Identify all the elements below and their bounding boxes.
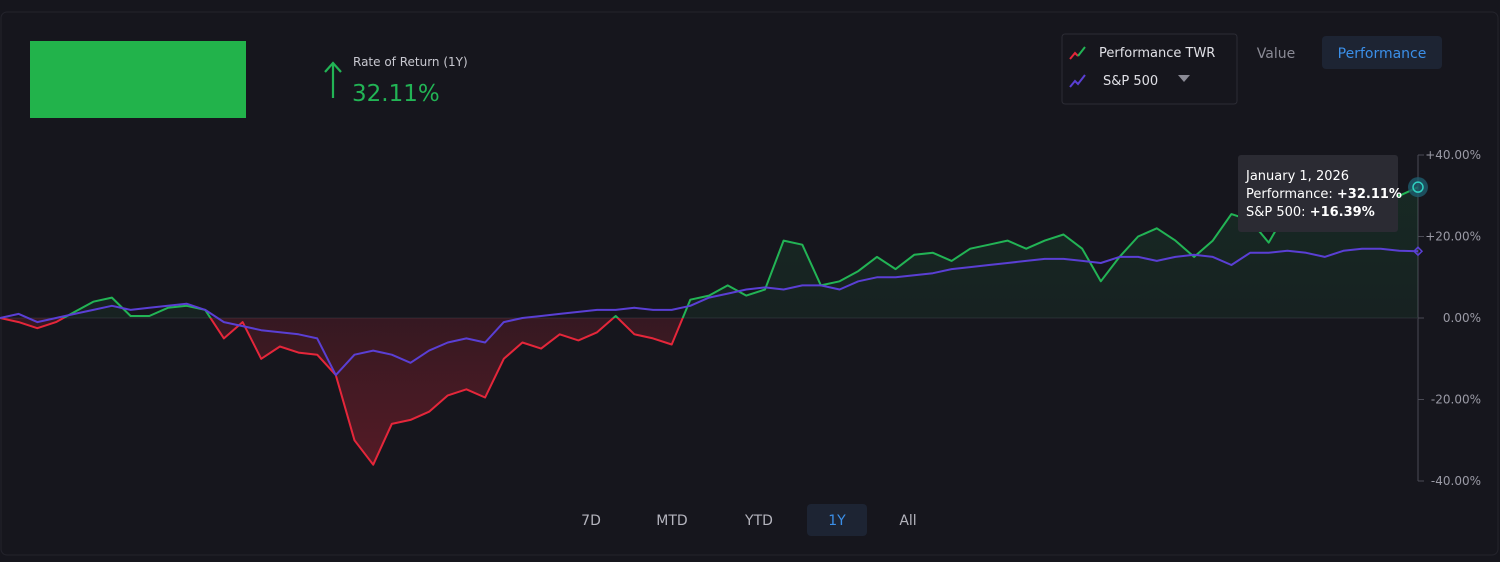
area-positive — [0, 187, 1418, 318]
area-negative — [0, 318, 1418, 465]
series-line — [0, 247, 1419, 377]
legend-icon — [1077, 46, 1086, 57]
end-marker — [1412, 246, 1424, 257]
legend-label[interactable]: Performance TWR — [1099, 46, 1215, 61]
tooltip-row: S&P 500: +16.39% — [1246, 205, 1375, 220]
tooltip-box — [1238, 155, 1398, 232]
range-button[interactable]: MTD — [656, 513, 687, 529]
y-tick-label: +20.00% — [1425, 230, 1481, 244]
y-tick-label: -20.00% — [1431, 393, 1481, 407]
card — [0, 11, 1499, 556]
y-tick-label: +40.00% — [1425, 148, 1481, 162]
legend-icon — [1069, 51, 1079, 60]
view-tab-active-bg — [1322, 36, 1442, 69]
legend-box — [1061, 33, 1238, 105]
up-arrow — [324, 61, 342, 98]
range-button[interactable]: All — [899, 513, 916, 529]
end-marker-halo — [1408, 177, 1428, 198]
redacted-block — [30, 41, 246, 118]
tooltip-value: +16.39% — [1310, 205, 1375, 220]
tooltip-date: January 1, 2026 — [1245, 169, 1349, 184]
tooltip-row: Performance: +32.11% — [1246, 187, 1402, 202]
tooltip-value: +32.11% — [1337, 187, 1402, 202]
tooltip-label: S&P 500: — [1246, 205, 1306, 220]
rate-value: 32.11% — [352, 81, 440, 107]
range-button[interactable]: 7D — [581, 513, 601, 529]
view-tab[interactable]: Value — [1257, 46, 1295, 62]
range-button[interactable]: 1Y — [828, 513, 846, 529]
end-marker — [1412, 181, 1424, 193]
series-line — [0, 186, 1419, 466]
tooltip-label: Performance: — [1246, 187, 1333, 202]
legend-caret[interactable] — [1178, 75, 1190, 82]
y-tick-label: -40.00% — [1431, 474, 1481, 488]
legend-label[interactable]: S&P 500 — [1103, 74, 1158, 89]
legend-icon — [1069, 74, 1086, 88]
y-tick-label: 0.00% — [1443, 311, 1481, 325]
rate-label: Rate of Return (1Y) — [353, 55, 468, 69]
view-tab[interactable]: Performance — [1338, 46, 1427, 62]
range-button[interactable]: YTD — [744, 513, 773, 529]
range-active-bg — [807, 504, 867, 536]
